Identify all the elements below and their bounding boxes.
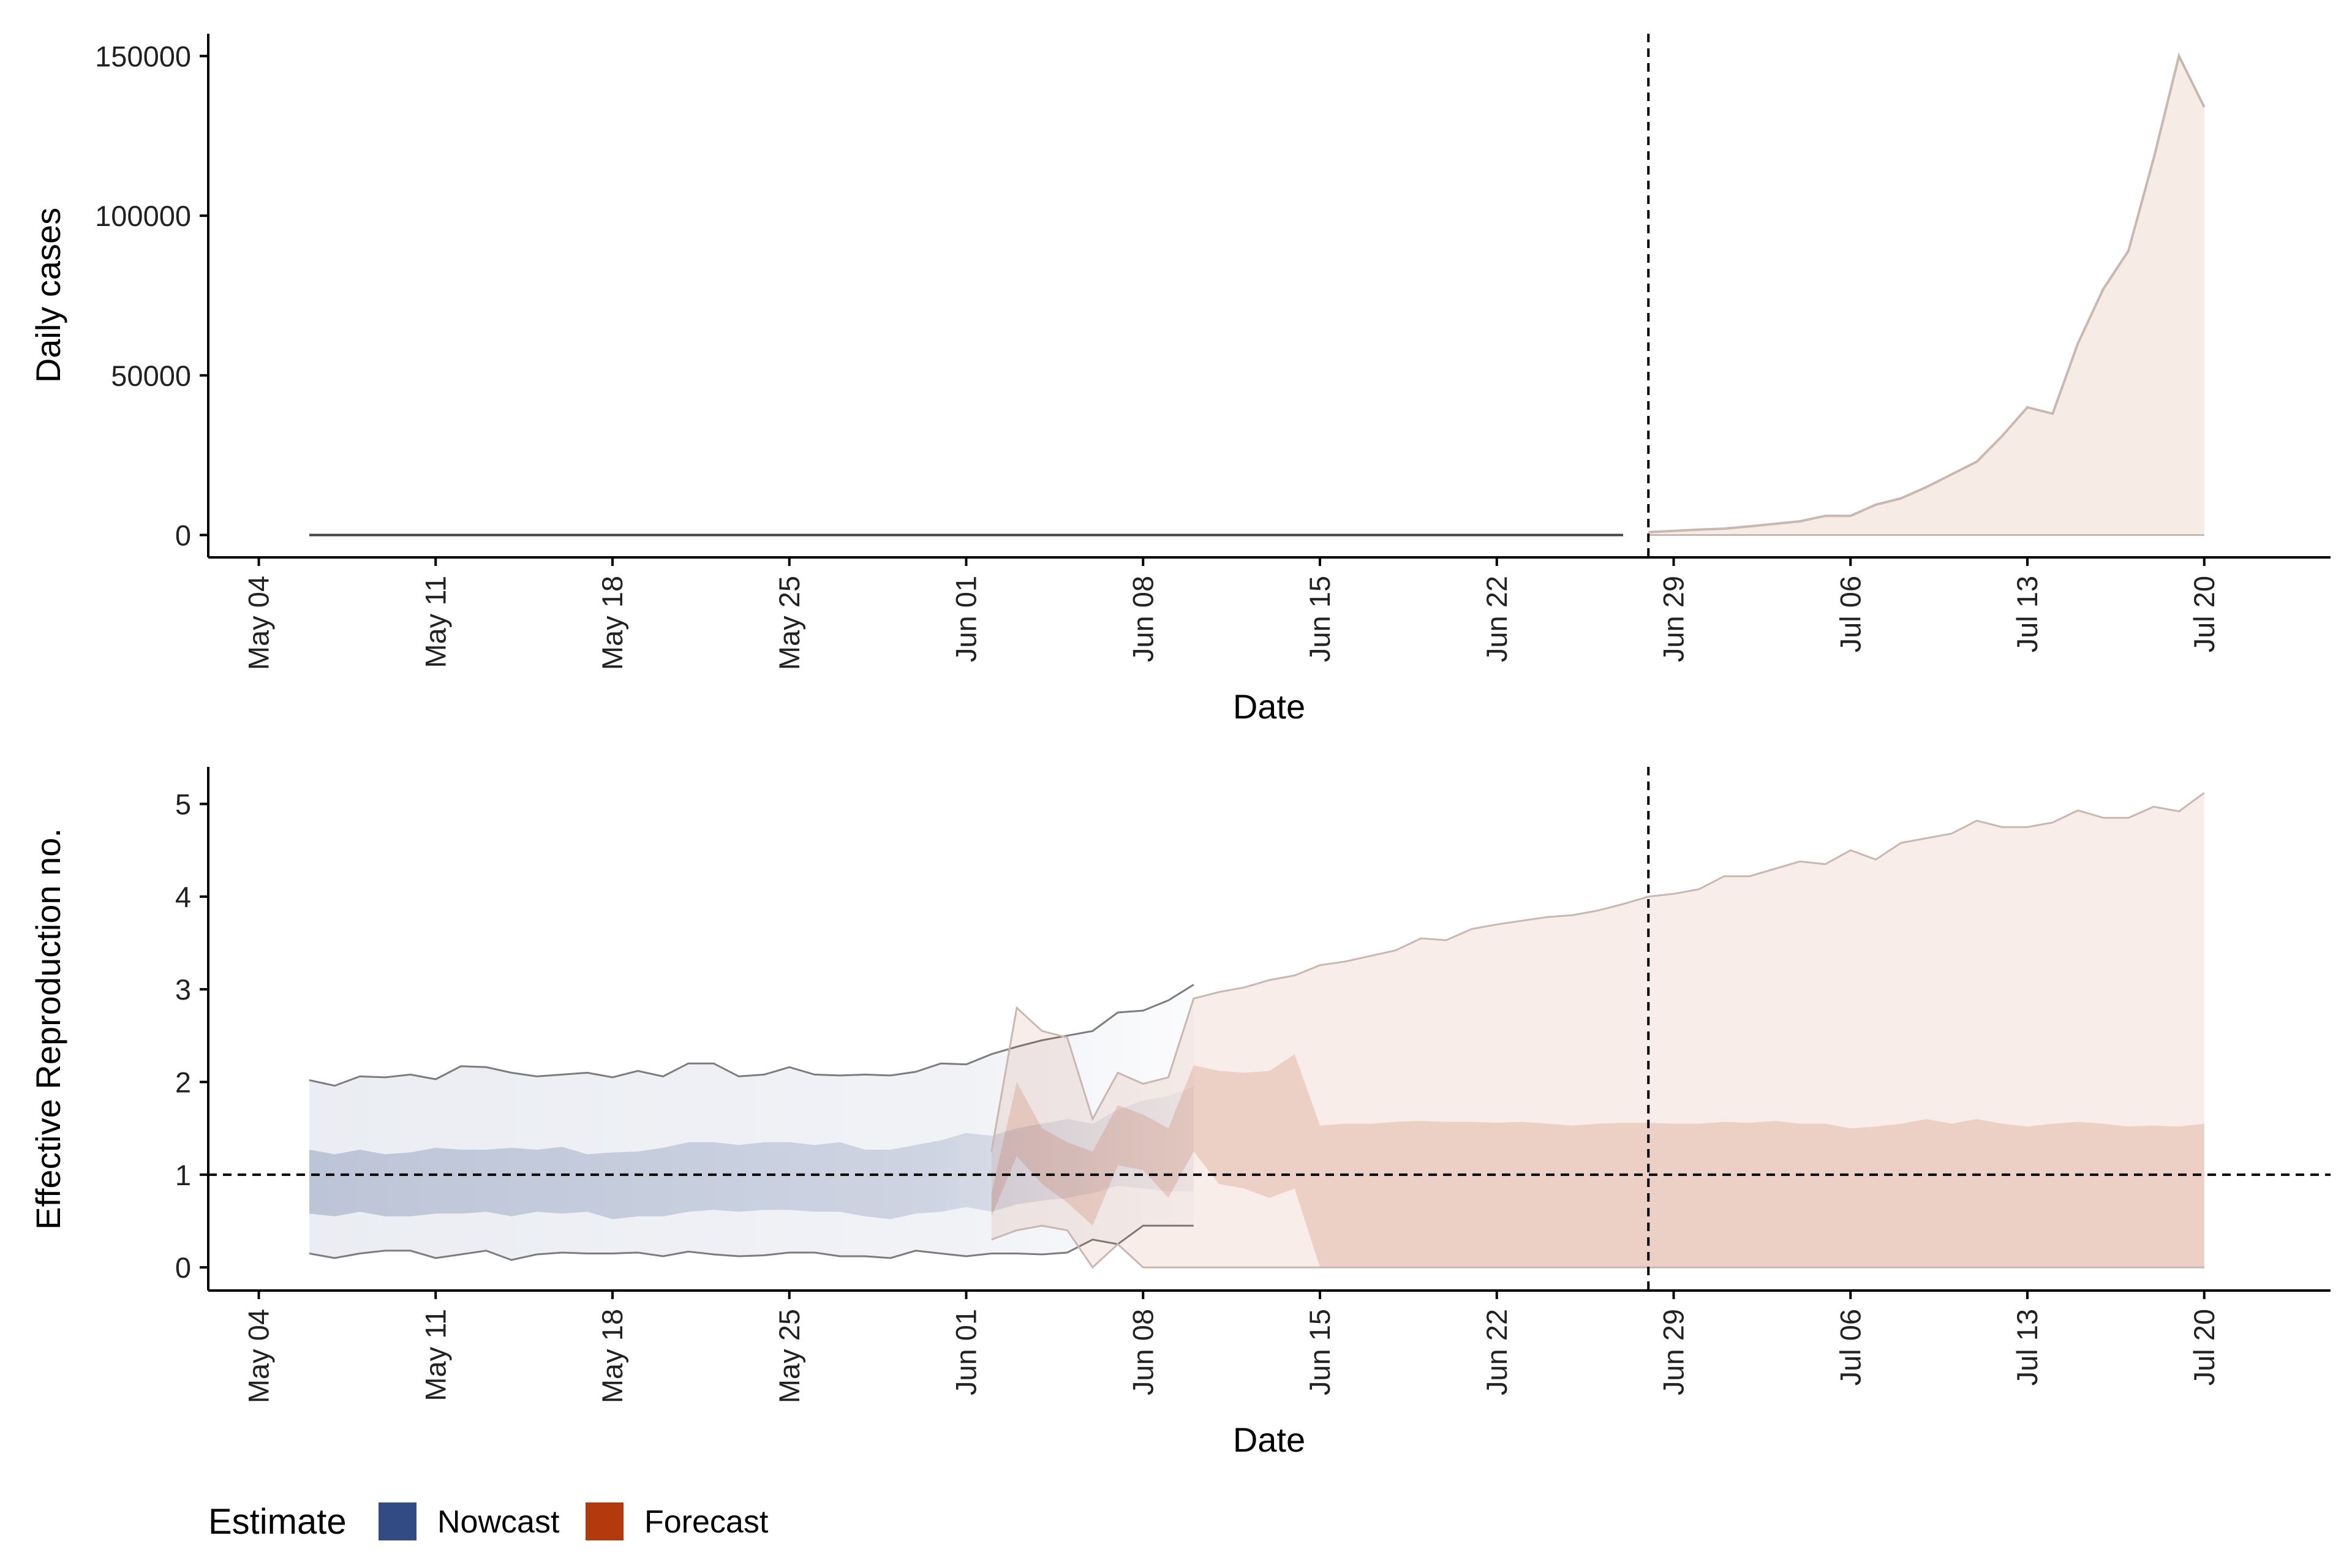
legend-swatch-forecast: [586, 1502, 624, 1540]
x-tick-label: May 18: [596, 576, 628, 670]
x-tick-label: Jun 15: [1303, 1309, 1336, 1395]
effective-reproduction-panel: 0 1 2 3 4 5 May 04 May 11 May 18 May 25 Jun 01 Jun…: [29, 767, 2331, 1459]
x-tick-label: Jun 01: [950, 1309, 982, 1395]
y-tick-label: 0: [175, 1251, 191, 1284]
y-tick-label: 5: [175, 788, 191, 821]
nowcast-band-50: [309, 1087, 1194, 1219]
forecast-band-90: [991, 793, 2204, 1268]
x-tick-label: Jul 13: [2011, 1309, 2043, 1385]
y-axis-title: Daily cases: [29, 208, 67, 383]
y-tick-label: 100000: [95, 200, 191, 232]
daily-cases-panel: 0 50000 100000 150000 May 04 May 11 May 18 May…: [29, 34, 2331, 726]
x-tick-label: Jun 01: [950, 576, 982, 662]
y-axis-title: Effective Reproduction no.: [29, 828, 67, 1230]
x-axis-title: Date: [1233, 1420, 1305, 1459]
legend-title: Estimate: [208, 1502, 347, 1542]
x-tick-label: Jun 22: [1480, 1309, 1513, 1395]
nowcast-lower-line: [309, 1224, 1194, 1261]
x-tick-label: May 18: [596, 1309, 628, 1403]
x-axis-title: Date: [1233, 687, 1305, 726]
x-tick-label: May 25: [773, 576, 805, 670]
x-tick-label: May 11: [419, 1309, 451, 1401]
x-tick-label: Jul 20: [2188, 576, 2220, 652]
x-tick-label: Jul 06: [1834, 1309, 1866, 1385]
y-tick-label: 1: [175, 1159, 191, 1191]
x-tick-label: May 11: [419, 576, 451, 668]
nowcast-upper-line: [309, 984, 1194, 1087]
forecast-band-50: [991, 1054, 2204, 1268]
y-tick-label: 0: [175, 519, 191, 552]
x-tick-label: Jun 29: [1657, 1309, 1690, 1395]
x-tick-label: Jul 13: [2011, 576, 2043, 652]
x-tick-label: May 04: [243, 576, 275, 670]
forecast-band: [1648, 56, 2204, 535]
y-tick-label: 4: [175, 881, 191, 913]
legend-label-forecast: Forecast: [644, 1504, 769, 1540]
x-tick-label: Jul 06: [1834, 576, 1866, 652]
x-tick-label: Jun 08: [1126, 576, 1159, 662]
forecast-lower-line: [991, 1224, 2204, 1269]
y-tick-label: 50000: [111, 360, 191, 392]
x-tick-label: May 04: [243, 1309, 275, 1403]
legend: Estimate Nowcast Forecast: [208, 1502, 769, 1542]
x-tick-label: Jul 20: [2188, 1309, 2220, 1385]
x-tick-label: Jun 29: [1657, 576, 1690, 662]
forecast-upper-line: [990, 792, 2205, 1152]
y-tick-label: 2: [175, 1066, 191, 1099]
x-tick-label: Jun 22: [1480, 576, 1513, 662]
y-tick-label: 150000: [95, 40, 191, 72]
legend-label-nowcast: Nowcast: [437, 1504, 560, 1540]
x-tick-label: Jun 15: [1303, 576, 1336, 662]
x-tick-label: Jun 08: [1126, 1309, 1159, 1395]
y-tick-label: 3: [175, 973, 191, 1006]
forecast-upper-line: [1648, 52, 2206, 533]
legend-swatch-nowcast: [379, 1502, 417, 1540]
x-tick-label: May 25: [773, 1309, 805, 1403]
